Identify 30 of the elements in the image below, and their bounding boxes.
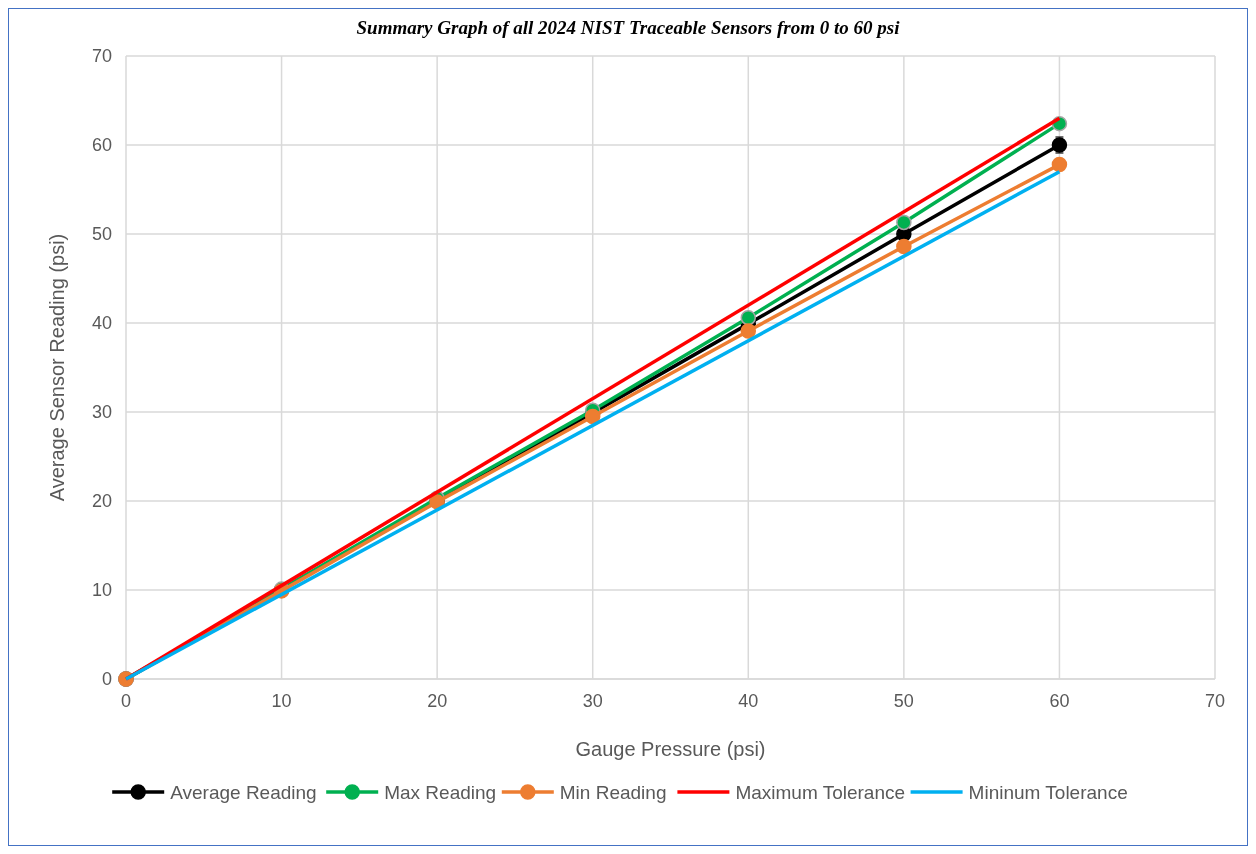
x-tick-label: 70: [1204, 691, 1226, 711]
x-tick-label: 0: [120, 691, 132, 711]
y-tick-label: 0: [101, 669, 112, 689]
legend-label: Min Reading: [559, 782, 667, 803]
x-axis-title: Gauge Pressure (psi): [575, 738, 766, 760]
legend-label: Maximum Tolerance: [735, 782, 906, 803]
x-tick-label: 30: [582, 691, 603, 711]
y-tick-label: 20: [91, 491, 112, 511]
legend-label: Mininum Tolerance: [968, 782, 1128, 803]
y-tick-label: 30: [91, 402, 112, 422]
chart-title: Summary Graph of all 2024 NIST Traceable Sensors from 0 to 60 psi: [356, 17, 901, 38]
y-tick-label: 40: [91, 313, 112, 333]
point: [896, 238, 912, 255]
x-tick-label: 40: [738, 691, 759, 711]
x-tick-label: 10: [271, 691, 292, 711]
y-tick-label: 70: [91, 46, 112, 66]
y-tick-label: 60: [91, 135, 112, 155]
x-tick-label: 60: [1049, 691, 1070, 711]
point: [1051, 156, 1068, 173]
point: [584, 408, 601, 425]
x-tick-label: 20: [427, 691, 448, 711]
y-axis-title: Average Sensor Reading (psi): [46, 233, 68, 502]
y-tick-label: 10: [91, 580, 112, 600]
legend-label: Average Reading: [170, 782, 317, 803]
x-tick-label: 50: [893, 691, 914, 711]
y-tick-label: 50: [91, 224, 112, 244]
legend-label: Max Reading: [384, 782, 497, 803]
point: [896, 214, 912, 231]
point: [740, 309, 757, 326]
point: [740, 323, 757, 339]
